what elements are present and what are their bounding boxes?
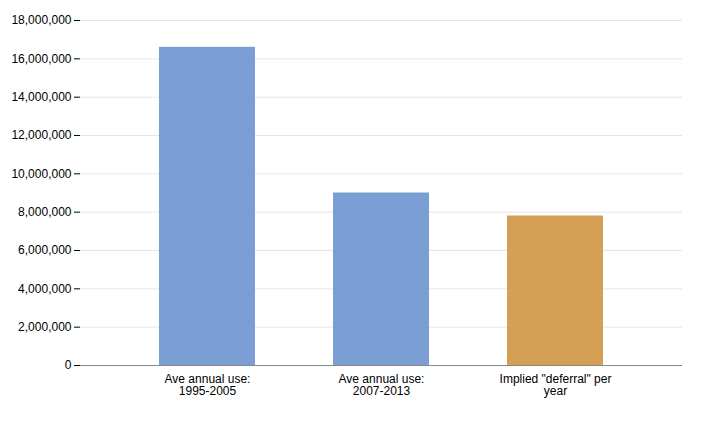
svg-text:2,000,000: 2,000,000 <box>18 320 72 334</box>
svg-text:16,000,000: 16,000,000 <box>11 52 71 66</box>
svg-text:18,000,000: 18,000,000 <box>11 13 71 27</box>
svg-text:Implied "deferral" peryear: Implied "deferral" peryear <box>500 372 612 398</box>
svg-text:14,000,000: 14,000,000 <box>11 90 71 104</box>
svg-text:8,000,000: 8,000,000 <box>18 205 72 219</box>
svg-text:Ave annual use:1995-2005: Ave annual use:1995-2005 <box>165 372 251 398</box>
svg-text:12,000,000: 12,000,000 <box>11 128 71 142</box>
svg-text:Ave annual use:2007-2013: Ave annual use:2007-2013 <box>339 372 425 398</box>
svg-text:10,000,000: 10,000,000 <box>11 167 71 181</box>
svg-text:0: 0 <box>65 358 72 372</box>
svg-text:6,000,000: 6,000,000 <box>18 243 72 257</box>
svg-text:4,000,000: 4,000,000 <box>18 282 72 296</box>
